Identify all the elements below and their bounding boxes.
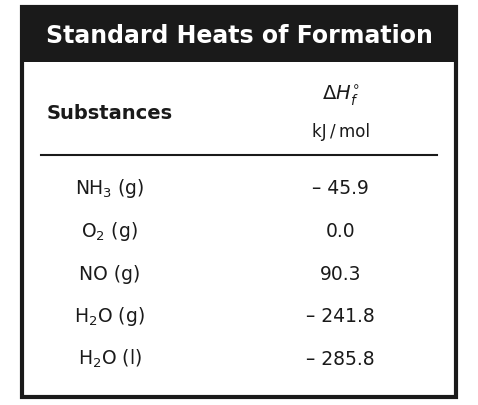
Text: NH$_3$ (g): NH$_3$ (g) (75, 177, 144, 200)
Text: – 45.9: – 45.9 (312, 179, 369, 198)
Text: Standard Heats of Formation: Standard Heats of Formation (45, 23, 433, 47)
FancyBboxPatch shape (22, 8, 456, 397)
Text: 90.3: 90.3 (320, 264, 361, 283)
Text: H$_2$O (l): H$_2$O (l) (78, 347, 142, 369)
Text: Substances: Substances (47, 104, 173, 123)
Text: – 285.8: – 285.8 (306, 349, 375, 368)
Text: O$_2$ (g): O$_2$ (g) (81, 220, 138, 242)
Text: kJ / mol: kJ / mol (312, 123, 369, 141)
Text: – 241.8: – 241.8 (306, 307, 375, 325)
FancyBboxPatch shape (22, 8, 456, 63)
Text: 0.0: 0.0 (326, 222, 355, 240)
Text: H$_2$O (g): H$_2$O (g) (75, 305, 145, 327)
Text: $\Delta H^{\circ}_{f}$: $\Delta H^{\circ}_{f}$ (322, 83, 359, 107)
Text: NO (g): NO (g) (79, 264, 141, 283)
